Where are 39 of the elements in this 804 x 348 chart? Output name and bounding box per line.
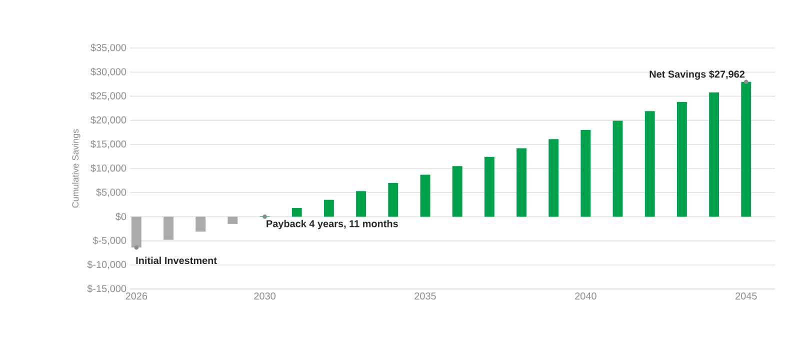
y-tick-label: $30,000 <box>90 68 126 76</box>
annotation: Initial Investment <box>136 256 217 264</box>
bar <box>388 182 398 217</box>
y-tick-label: $10,000 <box>90 164 126 173</box>
x-tick-label: 2045 <box>736 292 757 300</box>
bar <box>228 216 238 224</box>
bar <box>548 139 559 217</box>
bar <box>612 120 623 217</box>
bar <box>676 102 687 217</box>
bar <box>131 216 142 248</box>
y-tick-label: $35,000 <box>90 44 126 52</box>
y-tick-label: $25,000 <box>90 92 126 101</box>
x-tick-label: 2026 <box>126 292 148 300</box>
y-tick-label: $-5,000 <box>92 236 126 246</box>
y-tick-label: $20,000 <box>90 116 126 125</box>
bar <box>292 208 302 217</box>
bar <box>324 200 334 217</box>
bar <box>709 92 720 217</box>
y-axis-title: Cumulative Savings <box>72 129 80 208</box>
x-tick-label: 2030 <box>254 292 276 300</box>
bar <box>580 130 591 217</box>
bar <box>484 156 494 217</box>
bar <box>196 216 206 232</box>
bar <box>516 148 526 217</box>
x-tick-label: 2035 <box>414 292 436 300</box>
bar <box>356 191 366 217</box>
y-tick-label: $15,000 <box>90 140 126 149</box>
x-tick-label: 2040 <box>575 292 596 300</box>
bar <box>452 166 462 217</box>
y-tick-label: $-10,000 <box>87 260 126 270</box>
bar <box>164 216 174 240</box>
y-tick-label: $0 <box>116 212 126 221</box>
annotation: Payback 4 years, 11 months <box>266 220 398 230</box>
y-tick-label: $-15,000 <box>87 284 126 294</box>
bar <box>644 111 655 217</box>
annotation: Net Savings $27,962 <box>650 70 745 80</box>
y-tick-label: $5,000 <box>96 188 126 197</box>
bar <box>420 174 430 217</box>
bar <box>741 82 752 217</box>
